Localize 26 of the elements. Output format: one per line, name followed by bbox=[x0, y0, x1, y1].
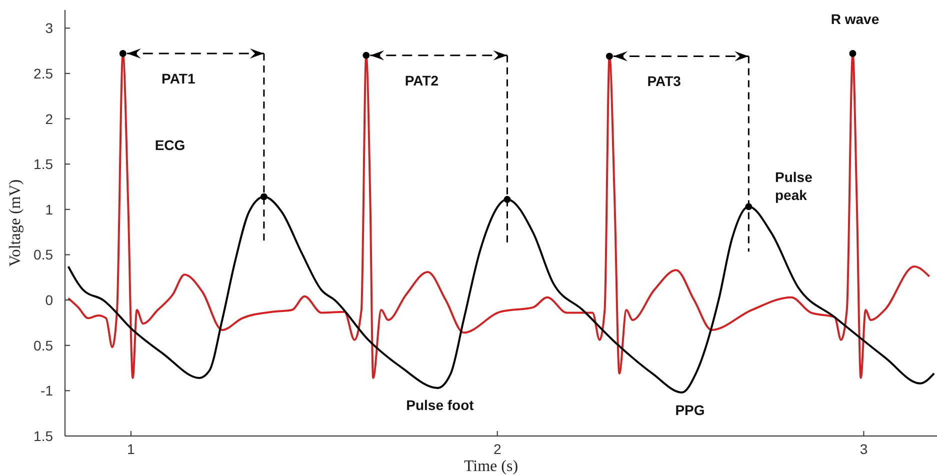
annotation: PAT3 bbox=[647, 73, 682, 90]
annotation: PAT1 bbox=[162, 70, 196, 87]
y-tick-label: 1 bbox=[45, 201, 54, 218]
y-tick-label: 2 bbox=[45, 110, 54, 127]
annotation: Pulse foot bbox=[406, 397, 474, 413]
y-tick-label: 3 bbox=[45, 20, 54, 36]
x-axis-title: Time (s) bbox=[464, 458, 518, 475]
annotation: Pulse peak bbox=[775, 169, 813, 203]
x-tick-label: 1 bbox=[127, 441, 136, 457]
x-tick-label: 3 bbox=[860, 441, 868, 457]
y-tick-label: 1.5 bbox=[34, 156, 54, 172]
y-axis-title: Voltage (mV) bbox=[7, 179, 24, 267]
y-tick-label: -1 bbox=[40, 382, 54, 399]
annotation: R wave bbox=[830, 11, 880, 27]
point bbox=[504, 196, 511, 203]
point bbox=[260, 193, 268, 200]
annotation: PAT2 bbox=[404, 72, 439, 88]
y-tick-label: 1.5 bbox=[34, 428, 54, 444]
x-tick-label: 2 bbox=[493, 441, 502, 457]
annotation: PPG bbox=[675, 402, 705, 418]
y-tick-label: 0.5 bbox=[34, 337, 54, 354]
annotation: ECG bbox=[154, 137, 186, 153]
y-tick-label: 2.5 bbox=[34, 65, 54, 82]
y-tick-label: 0 bbox=[45, 292, 54, 308]
y-tick-label: 0.5 bbox=[34, 246, 54, 263]
point bbox=[745, 203, 752, 210]
